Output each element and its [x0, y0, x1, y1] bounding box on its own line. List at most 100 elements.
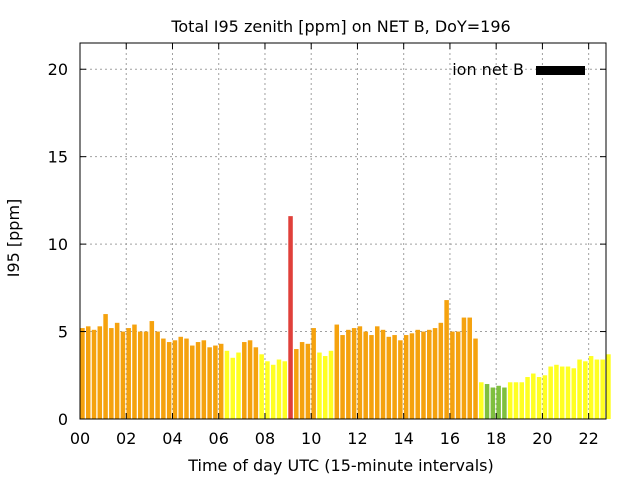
bar: [236, 352, 241, 419]
x-axis-label: Time of day UTC (15-minute intervals): [187, 456, 494, 475]
legend: ion net B: [452, 60, 585, 79]
x-tick-label: 14: [394, 429, 414, 448]
x-tick-label: 20: [532, 429, 552, 448]
bar: [294, 349, 299, 419]
bar: [224, 350, 230, 419]
bar: [571, 368, 577, 419]
bar: [479, 382, 484, 419]
bar: [444, 300, 449, 419]
legend-swatch: [536, 66, 585, 75]
bar: [565, 366, 571, 419]
bar: [201, 340, 207, 419]
bar: [242, 342, 247, 419]
bar: [195, 342, 201, 419]
bar: [588, 356, 594, 419]
bar: [484, 384, 490, 419]
bar: [207, 347, 212, 419]
bar: [496, 385, 501, 419]
bar: [97, 326, 103, 419]
bar: [374, 326, 380, 419]
bar: [490, 387, 496, 419]
bar: [80, 328, 85, 419]
bar: [85, 326, 91, 419]
bar: [213, 345, 218, 419]
bar: [398, 340, 403, 419]
x-tick-label: 16: [440, 429, 460, 448]
bar: [166, 342, 172, 419]
y-tick-label: 20: [48, 60, 68, 79]
bar: [559, 366, 565, 419]
bar: [317, 352, 322, 419]
bar: [109, 328, 114, 419]
bar: [513, 382, 519, 419]
bar: [322, 356, 328, 419]
bar: [155, 331, 160, 419]
bar: [230, 357, 235, 419]
bar: [507, 382, 513, 419]
bar: [114, 322, 120, 419]
bar: [357, 326, 363, 419]
bar: [178, 336, 183, 419]
bar: [583, 361, 588, 419]
bar: [421, 331, 426, 419]
bar: [161, 338, 166, 419]
bar: [299, 342, 305, 419]
bar: [184, 338, 189, 419]
bar: [247, 340, 253, 419]
bar: [600, 359, 605, 419]
x-tick-label: 22: [578, 429, 598, 448]
bar: [432, 328, 438, 419]
bar: [91, 329, 97, 419]
bar: [473, 338, 478, 419]
bar: [554, 364, 559, 419]
bar: [467, 317, 472, 419]
bar: [455, 331, 461, 419]
y-tick-label: 10: [48, 235, 68, 254]
bar: [369, 335, 374, 419]
y-tick-label: 5: [58, 323, 68, 342]
bar: [288, 216, 293, 419]
bar: [415, 329, 420, 419]
bar: [519, 382, 525, 419]
legend-label: ion net B: [452, 60, 524, 79]
x-tick-label: 00: [70, 429, 90, 448]
bar: [305, 343, 311, 419]
bar: [531, 373, 536, 419]
bar: [536, 377, 542, 419]
bar: [311, 328, 316, 419]
bar: [132, 324, 137, 419]
bar: [363, 331, 368, 419]
bar: [282, 361, 288, 419]
x-tick-label: 10: [301, 429, 321, 448]
x-tick-label: 02: [116, 429, 136, 448]
bar: [149, 321, 155, 419]
bar: [542, 375, 548, 419]
bar: [461, 317, 467, 419]
bar: [138, 331, 143, 419]
x-tick-label: 12: [347, 429, 367, 448]
x-tick-label: 06: [209, 429, 229, 448]
bar: [270, 364, 276, 419]
bar: [386, 336, 392, 419]
bar: [218, 343, 224, 419]
bar: [265, 361, 270, 419]
y-tick-label: 0: [58, 410, 68, 429]
chart-title: Total I95 zenith [ppm] on NET B, DoY=196: [170, 17, 510, 36]
bar: [351, 328, 357, 419]
bar: [259, 354, 264, 419]
bar: [276, 359, 282, 419]
bar: [340, 335, 345, 419]
bar: [126, 328, 131, 419]
bar: [403, 335, 409, 419]
bars: [80, 216, 611, 419]
bar: [427, 329, 432, 419]
bar: [438, 322, 444, 419]
x-tick-label: 04: [162, 429, 182, 448]
bar: [450, 331, 455, 419]
bar: [502, 387, 507, 419]
bar: [525, 377, 530, 419]
bar: [253, 347, 259, 419]
bar: [548, 366, 553, 419]
ticks: 00 02 04 06 08 10 12 14 16 18 20 22 0 5 10 15 20: [48, 43, 606, 448]
